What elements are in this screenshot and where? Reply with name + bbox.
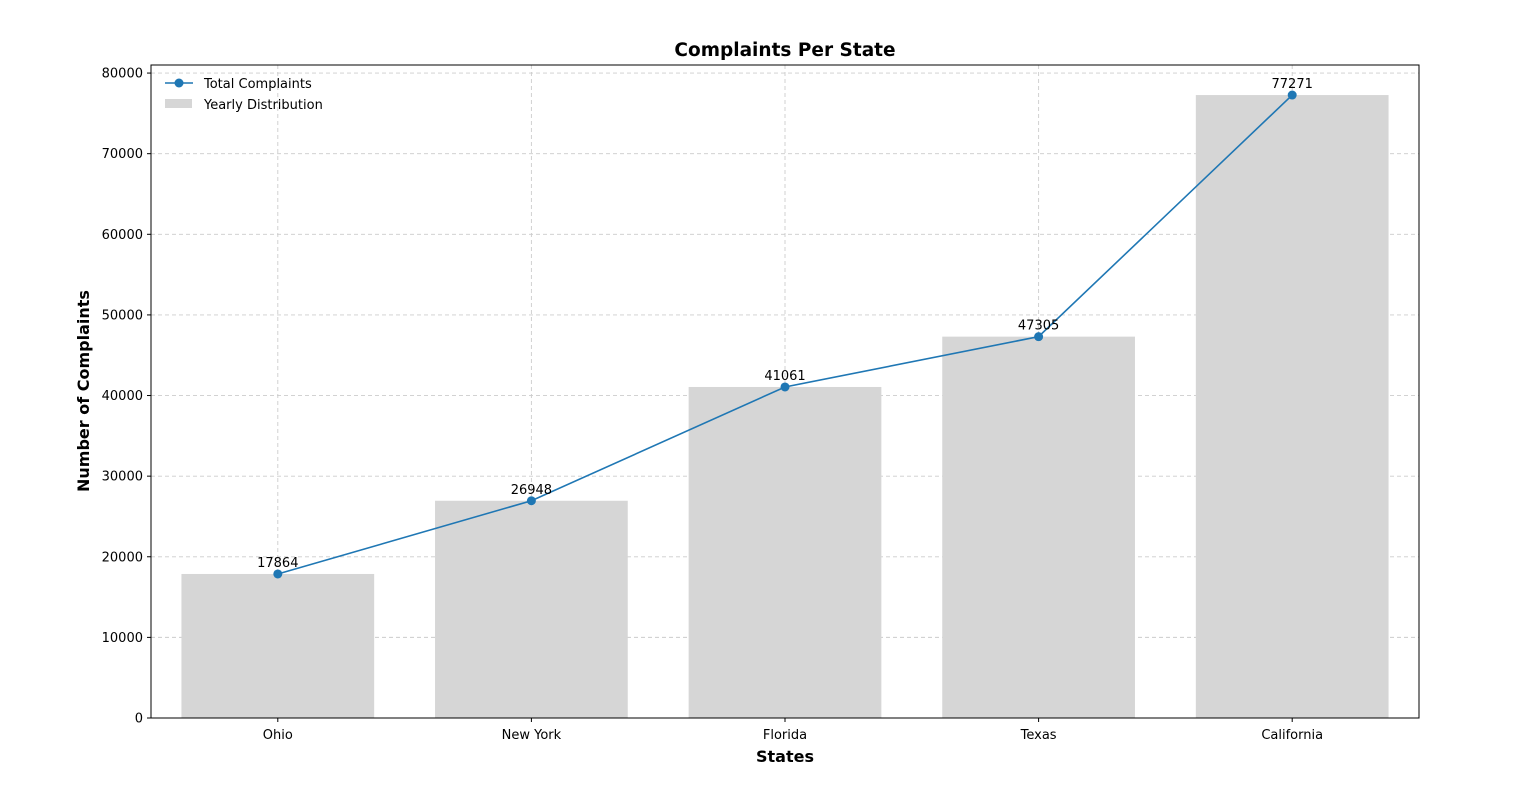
y-tick-label: 40000 bbox=[102, 389, 143, 404]
data-label: 47305 bbox=[1018, 319, 1059, 334]
y-tick-label: 80000 bbox=[102, 67, 143, 82]
x-axis-title: States bbox=[756, 747, 814, 766]
bar-group bbox=[181, 95, 1389, 718]
y-tick-label: 20000 bbox=[102, 550, 143, 565]
legend-label-yearly-distribution: Yearly Distribution bbox=[203, 98, 323, 113]
data-label: 26948 bbox=[511, 483, 552, 498]
line-point bbox=[273, 569, 283, 579]
legend-line-marker bbox=[174, 78, 184, 88]
x-tick-label: California bbox=[1261, 728, 1323, 743]
data-label-group: 17864 26948 41061 47305 77271 bbox=[257, 77, 1313, 571]
y-axis-ticks: 0 10000 20000 30000 40000 50000 60000 70000 8000… bbox=[102, 67, 151, 727]
line-point bbox=[1034, 332, 1044, 342]
bar bbox=[1195, 95, 1389, 718]
y-tick-label: 10000 bbox=[102, 631, 143, 646]
line-point bbox=[526, 496, 536, 506]
y-tick-label: 0 bbox=[135, 712, 143, 727]
chart-title: Complaints Per State bbox=[674, 40, 895, 61]
bar bbox=[435, 500, 628, 718]
legend-entry-bar: Yearly Distribution bbox=[165, 98, 323, 113]
x-tick-label: New York bbox=[502, 728, 562, 743]
data-label: 77271 bbox=[1272, 77, 1313, 92]
legend: Total Complaints Yearly Distribution bbox=[165, 77, 323, 113]
bar bbox=[942, 336, 1135, 718]
legend-entry-line: Total Complaints bbox=[165, 77, 312, 92]
x-tick-label: Texas bbox=[1020, 728, 1057, 743]
y-tick-label: 70000 bbox=[102, 147, 143, 162]
y-tick-label: 60000 bbox=[102, 228, 143, 243]
x-tick-label: Florida bbox=[763, 728, 807, 743]
y-tick-label: 30000 bbox=[102, 470, 143, 485]
bar bbox=[181, 573, 375, 718]
y-tick-label: 50000 bbox=[102, 308, 143, 323]
x-tick-label: Ohio bbox=[263, 728, 293, 743]
line-series-group bbox=[273, 90, 1297, 579]
y-axis-title: Number of Complaints bbox=[74, 290, 93, 492]
line-point bbox=[780, 382, 790, 392]
x-axis-ticks: Ohio New York Florida Texas California bbox=[263, 718, 1323, 743]
data-label: 41061 bbox=[764, 369, 805, 384]
legend-bar-swatch bbox=[165, 99, 192, 108]
bar bbox=[688, 386, 882, 718]
legend-label-total-complaints: Total Complaints bbox=[203, 77, 312, 92]
line-point bbox=[1287, 90, 1297, 100]
data-label: 17864 bbox=[257, 556, 298, 571]
